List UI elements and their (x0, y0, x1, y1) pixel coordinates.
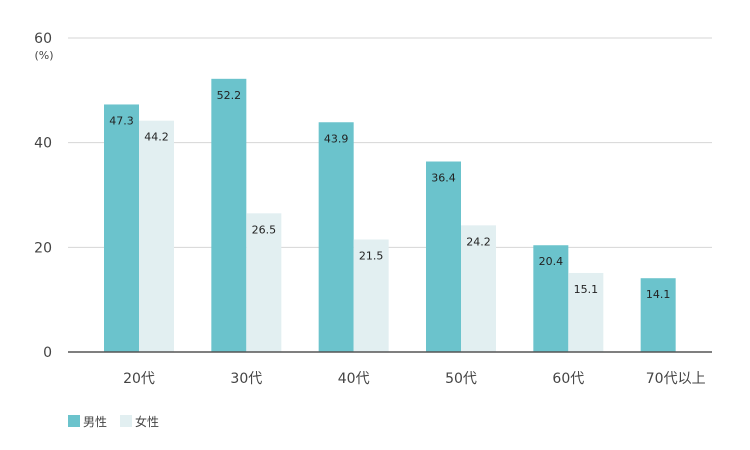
data-label: 21.5 (359, 249, 384, 262)
x-tick-label: 50代 (445, 371, 477, 387)
x-tick-label: 30代 (230, 371, 262, 387)
bar-male-0 (104, 104, 139, 352)
data-label: 14.1 (646, 288, 671, 301)
data-label: 43.9 (324, 132, 349, 145)
y-tick-label: 60 (34, 31, 52, 47)
data-label: 52.2 (217, 89, 242, 102)
data-label: 36.4 (431, 172, 456, 185)
legend-swatch (120, 415, 132, 427)
bar-female-0 (139, 120, 174, 352)
bar-male-5 (640, 278, 676, 352)
data-label: 47.3 (109, 114, 134, 127)
x-tick-label: 20代 (123, 371, 155, 387)
bar-male-4 (533, 245, 569, 352)
data-label: 24.2 (466, 235, 491, 248)
data-labels: 47.3 44.2 52.2 26.5 43.9 21.5 36.4 24.2 20.4 15.1… (109, 89, 670, 301)
x-axis: 20代 30代 40代 50代 60代 70代以上 (123, 371, 705, 387)
y-tick-label: 40 (34, 136, 52, 152)
bar-female-1 (246, 213, 282, 352)
bar-male-1 (211, 78, 247, 352)
legend-swatch (68, 415, 80, 427)
bar-female-3 (461, 225, 496, 352)
data-label: 20.4 (539, 255, 564, 268)
bar-female-2 (353, 239, 389, 352)
legend-label: 男性 (83, 415, 107, 429)
bars (104, 78, 676, 352)
y-tick-label: 0 (43, 345, 52, 361)
bar-female-4 (568, 272, 604, 352)
data-label: 26.5 (252, 223, 277, 236)
x-tick-label: 70代以上 (646, 371, 706, 387)
gridlines (68, 37, 712, 248)
x-tick-label: 40代 (338, 371, 370, 387)
y-axis: 0 20 40 60 (34, 31, 52, 361)
bar-male-3 (426, 161, 461, 352)
x-tick-label: 60代 (552, 371, 584, 387)
data-label: 15.1 (574, 283, 599, 296)
bar-male-2 (318, 122, 354, 352)
y-tick-label: 20 (34, 240, 52, 256)
y-axis-unit-label: (%) (34, 49, 53, 62)
data-label: 44.2 (144, 131, 169, 144)
legend: 男性 女性 (68, 414, 159, 429)
legend-label: 女性 (135, 414, 159, 429)
